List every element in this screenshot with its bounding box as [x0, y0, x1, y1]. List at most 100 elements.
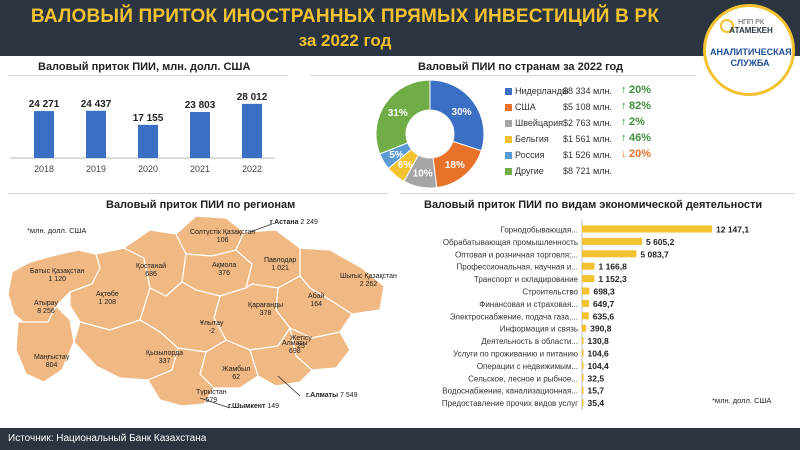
donut-slice-label: 18% [445, 160, 465, 171]
map-region-name: Қарағанды [248, 302, 284, 309]
map-region-name: Ақтөбе [96, 291, 119, 298]
legend-swatch [505, 104, 512, 111]
map-city-name: г.Шымкент [228, 403, 268, 410]
legend-amount: $2 763 млн. [563, 118, 612, 128]
map-region-label: Батыс Қазақстан 1 120 [30, 268, 84, 284]
hbar-value-label: 390,8 [590, 324, 612, 334]
map-region-name: Шығыс Қазақстан [340, 273, 397, 280]
hbar-category-label: Горнодобывающая... [501, 226, 578, 235]
activities-bar-chart: Горнодобывающая... 12 147,1 Обрабатывающая… [442, 220, 749, 410]
map-region-label: Абай 164 [308, 293, 324, 309]
map-region-name: Павлодар [264, 257, 297, 264]
legend-swatch [505, 120, 512, 127]
map-region-value: 337 [158, 358, 171, 365]
map-region-name: Маңғыстау [34, 354, 70, 361]
countries-donut-chart: 30% 18% 10%6%5% 31% [375, 79, 485, 189]
donut-slice-label: 5% [389, 150, 404, 161]
legend-amount: $8 334 млн. [563, 86, 612, 96]
hbar-value-label: 1 166,8 [598, 262, 627, 272]
map-region-name: Жамбыл [222, 366, 251, 373]
legend-swatch [505, 88, 512, 95]
map-city-value: 149 [267, 403, 280, 410]
map-region-value: 698 [288, 348, 301, 355]
hbar-category-label: Финансовая и страховая... [479, 300, 578, 309]
map-region-name: Солтүстік Қазақстан [190, 229, 256, 236]
map-region-label: Маңғыстау 804 [34, 354, 69, 370]
legend-swatch [505, 168, 512, 175]
yearly-bar [190, 111, 210, 158]
map-city-name: г.Алматы [306, 392, 340, 399]
badge-text: АНАЛИТИЧЕСКАЯ СЛУЖБА [710, 47, 792, 69]
map-region-name: Атырау [34, 300, 58, 307]
map-region-label: Ұлытау -2 [200, 320, 223, 336]
map-units-note: *млн. долл. США [27, 226, 87, 235]
shymkent-pointer [199, 397, 231, 409]
map-region-label: Қарағанды 378 [248, 302, 283, 318]
activities-units-note: *млн. долл. США [712, 396, 772, 405]
map-region-label: Жамбыл 62 [222, 366, 250, 382]
divider [8, 75, 288, 76]
page-title: ВАЛОВЫЙ ПРИТОК ИНОСТРАННЫХ ПРЯМЫХ ИНВЕСТ… [30, 6, 660, 27]
map-region-value: 164 [310, 301, 322, 308]
hbar-value-label: 5 083,7 [640, 249, 669, 259]
divider [8, 193, 388, 194]
hbar-value-label: 35,4 [588, 398, 605, 408]
hbar-bar [582, 324, 587, 332]
badge-logo: НПП РК АТАМЕКЕН [718, 19, 784, 35]
yearly-value-label: 28 012 [237, 92, 268, 103]
kazakhstan-regions-map [7, 215, 385, 409]
map-region-value: 62 [232, 374, 241, 381]
legend-change: 82% [629, 100, 652, 112]
hbar-value-label: 130,8 [588, 336, 610, 346]
map-region-value: 1 021 [271, 265, 289, 272]
legend-swatch [505, 152, 512, 159]
activities-chart-title: Валовый приток ПИИ по видам экономическо… [424, 199, 763, 211]
yearly-value-label: 24 271 [29, 99, 60, 110]
hbar-bar [582, 287, 590, 295]
hbar-value-label: 104,6 [588, 349, 610, 359]
badge-logo-name: АТАМЕКЕН [729, 26, 773, 35]
map-region-value: 686 [145, 271, 157, 278]
map-region-label: Жетісу 25 [290, 335, 312, 351]
yearly-tick-label: 2018 [34, 164, 54, 174]
legend-amount: $5 108 млн. [563, 102, 612, 112]
map-region-label: Қостанай 686 [136, 263, 166, 279]
legend-change: 20% [629, 84, 652, 96]
map-region-label: Ақмола 376 [212, 262, 236, 278]
hbar-bar [582, 386, 584, 394]
map-region-value: 804 [45, 362, 58, 369]
yearly-tick-label: 2022 [242, 164, 262, 174]
legend-swatch [505, 136, 512, 143]
hbar-category-label: Водоснабжение, канализационная... [442, 387, 578, 396]
hbar-category-label: Профессиональная, научная и... [457, 263, 578, 272]
legend-country: Другие [515, 166, 544, 176]
map-region-label: Ақтөбе 1 208 [96, 291, 119, 307]
hbar-bar [582, 225, 712, 233]
hbar-bar [582, 337, 584, 345]
map-region-name: Ақмола [212, 262, 237, 269]
yearly-value-label: 17 155 [133, 113, 164, 124]
hbar-bar [582, 312, 589, 320]
legend-change: 20% [629, 148, 652, 160]
hbar-category-label: Обрабатывающая промышленность [443, 238, 578, 247]
yearly-bar [138, 124, 158, 158]
map-city-name: г.Астана [270, 219, 301, 226]
hbar-category-label: Деятельность в области... [481, 337, 578, 346]
map-city-value: 2 249 [300, 219, 318, 226]
yearly-tick-label: 2019 [86, 164, 106, 174]
donut-slice-label: 30% [452, 107, 472, 118]
divider [310, 75, 695, 76]
yearly-bar [242, 103, 262, 158]
page-subtitle: за 2022 год [298, 31, 392, 50]
map-region-value: -2 [208, 328, 215, 335]
map-city-label: г.Шымкент 149 [228, 403, 279, 411]
map-region-value: 106 [216, 237, 229, 244]
map-region-name: Жетісу [290, 335, 312, 342]
regions-map-title: Валовый приток ПИИ по регионам [106, 199, 296, 211]
map-city-label: г.Алматы 7 549 [306, 392, 358, 400]
map-region-label: Павлодар 1 021 [264, 257, 296, 273]
hbar-value-label: 5 605,2 [646, 237, 675, 247]
hbar-bar [582, 299, 589, 307]
map-region-label: Атырау 8 256 [34, 300, 58, 316]
donut-slice [429, 79, 485, 152]
